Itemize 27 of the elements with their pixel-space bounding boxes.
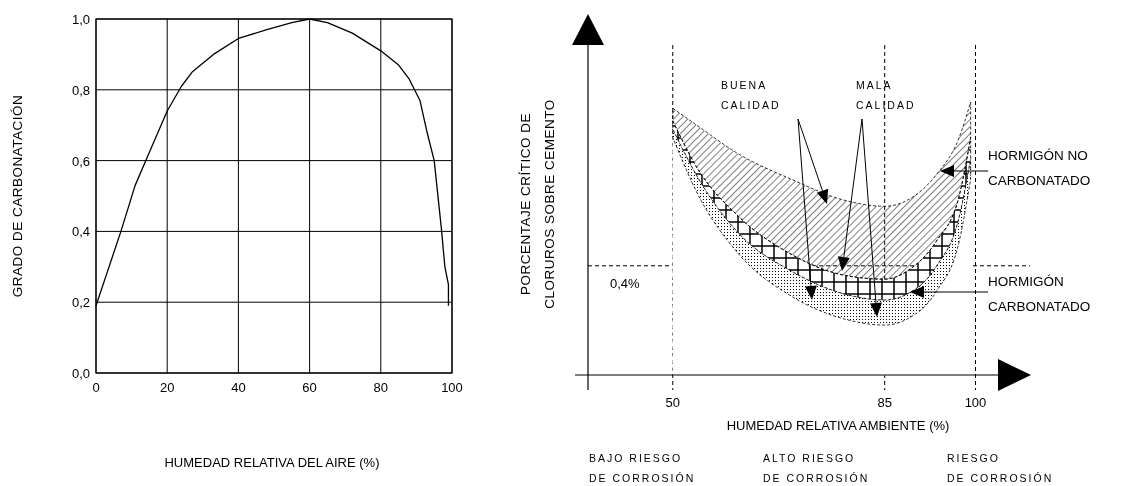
x-tick-label: 0 bbox=[92, 380, 100, 395]
text: ALTO RIESGO DE CORROSIÓN bbox=[763, 452, 870, 484]
y-tick-label: 0,4 bbox=[71, 224, 90, 240]
x-tick-label: 85 bbox=[877, 395, 892, 410]
annotation: HORMIGÓN CARBONATADO bbox=[988, 274, 1091, 314]
x-tick-label: 100 bbox=[441, 380, 463, 395]
y-tick-label: 0,0 bbox=[71, 366, 90, 381]
ref-line-label: 0,4% bbox=[610, 275, 641, 291]
x-tick-label: 40 bbox=[231, 380, 246, 395]
y-tick-label: 0,6 bbox=[71, 153, 90, 169]
x-tick-label: 20 bbox=[159, 380, 175, 395]
x-axis-title: HUMEDAD RELATIVA DEL AIRE (%) bbox=[164, 455, 380, 470]
text: BAJO RIESGO DE CORROSIÓN bbox=[589, 452, 696, 484]
x-tick-label: 100 bbox=[964, 395, 987, 410]
x-tick-label: 50 bbox=[665, 395, 680, 410]
text: RIESGO DE CORROSIÓN bbox=[947, 452, 1054, 484]
y-tick-label: 1,0 bbox=[71, 12, 90, 27]
y-tick-label: 0,2 bbox=[71, 295, 90, 311]
x-tick-label: 60 bbox=[302, 380, 317, 395]
x-tick-label: 80 bbox=[373, 380, 389, 395]
y-axis-title: GRADO DE CARBONATACIÓN bbox=[10, 94, 25, 298]
y-axis-title: PORCENTAJE CRÍTICO DE CLORUROS SOBRE CEMENTO bbox=[518, 99, 557, 309]
annotation: MALA CALIDAD bbox=[856, 79, 916, 111]
y-tick-label: 0,8 bbox=[71, 82, 90, 98]
annotation: BUENA CALIDAD bbox=[721, 79, 781, 111]
annotation: HORMIGÓN NO CARBONATADO bbox=[988, 148, 1091, 188]
x-axis-title: HUMEDAD RELATIVA AMBIENTE (%) bbox=[726, 418, 950, 433]
